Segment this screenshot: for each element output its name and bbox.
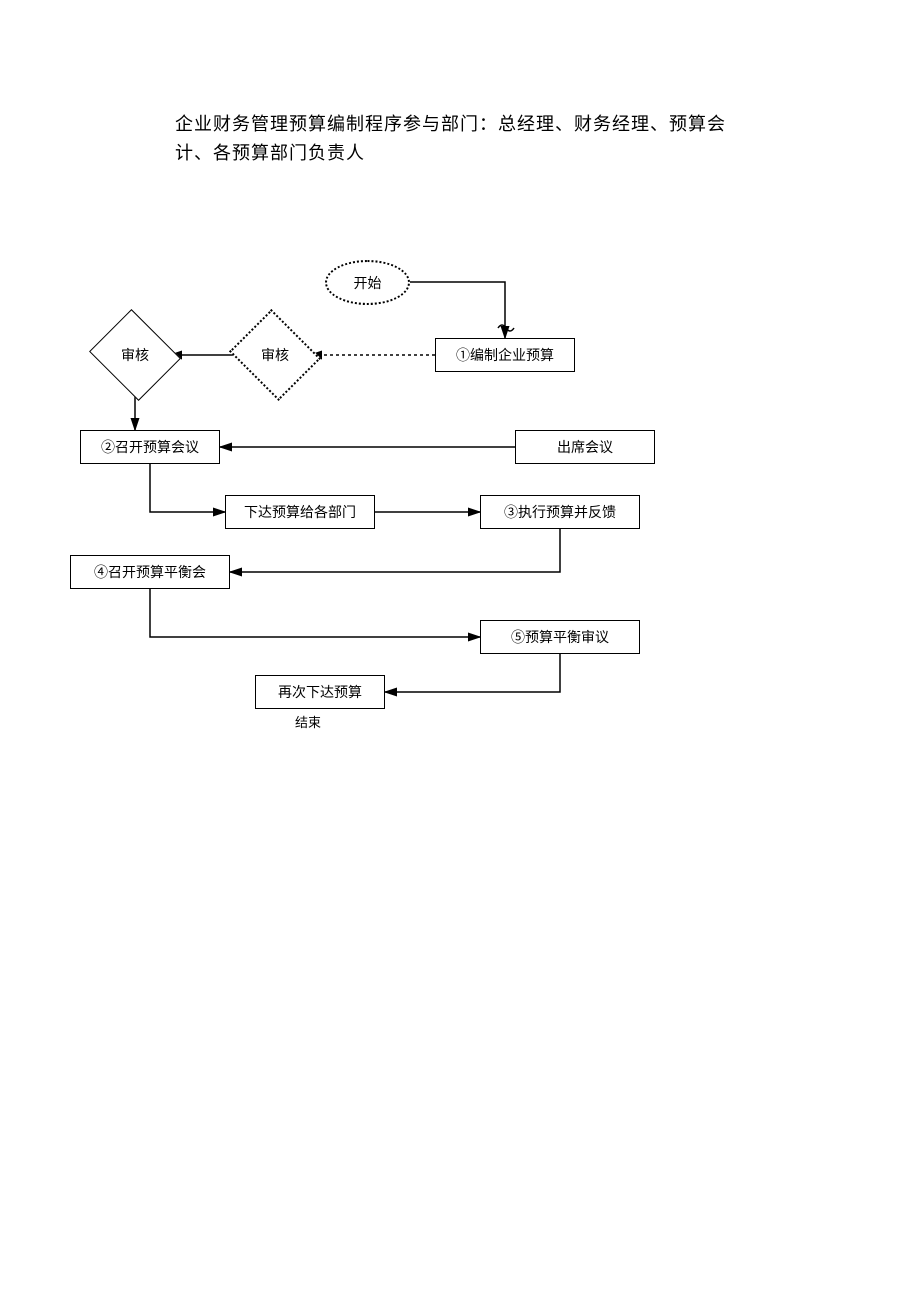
- audit-diamond-2: 审核: [240, 325, 310, 385]
- audit-label-1: 审核: [100, 325, 170, 385]
- end-label: 结束: [295, 712, 345, 732]
- attend-box: 出席会议: [515, 430, 655, 464]
- redistribute-box: 再次下达预算: [255, 675, 385, 709]
- audit-diamond-1: 审核: [100, 325, 170, 385]
- step2-box: ②召开预算会议: [80, 430, 220, 464]
- step3-box: ③执行预算并反馈: [480, 495, 640, 529]
- flowchart-edges: [100, 250, 780, 730]
- flowchart-container: 开始 审核 审核 ①编制企业预算 ②召开预算会议 出席会议 下达预算给各部门 ③…: [100, 250, 780, 730]
- start-node: 开始: [325, 260, 410, 305]
- step4-box: ④召开预算平衡会: [70, 555, 230, 589]
- distribute-box: 下达预算给各部门: [225, 495, 375, 529]
- step1-box: ①编制企业预算: [435, 338, 575, 372]
- page-title: 企业财务管理预算编制程序参与部门：总经理、财务经理、预算会计、各预算部门负责人: [175, 110, 750, 168]
- step5-box: ⑤预算平衡审议: [480, 620, 640, 654]
- audit-label-2: 审核: [240, 325, 310, 385]
